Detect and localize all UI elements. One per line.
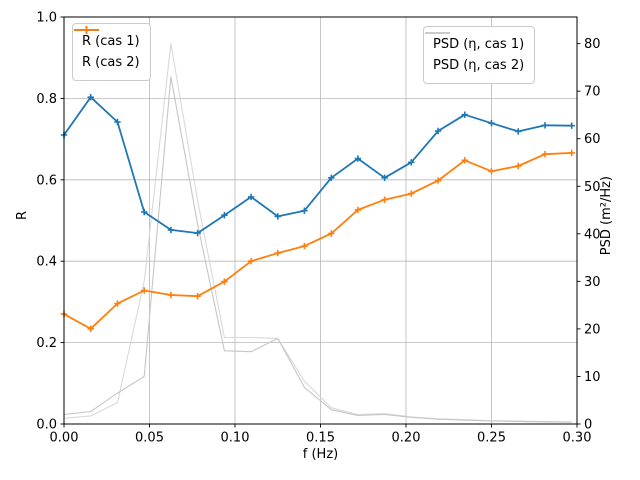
- series-2: [63, 43, 572, 423]
- svg-text:0.25: 0.25: [477, 431, 506, 446]
- svg-text:10: 10: [584, 370, 601, 385]
- legend-r-series: R (cas 1) R (cas 2): [72, 23, 151, 81]
- svg-text:0.2: 0.2: [36, 336, 57, 351]
- legend-label: R (cas 2): [82, 55, 140, 70]
- svg-text:0.00: 0.00: [50, 431, 79, 446]
- svg-text:0.10: 0.10: [221, 431, 250, 446]
- series-1: [60, 149, 575, 332]
- svg-text:0.6: 0.6: [36, 173, 57, 188]
- series-0: [60, 94, 575, 237]
- svg-text:0.15: 0.15: [306, 431, 335, 446]
- svg-text:0.8: 0.8: [36, 92, 57, 107]
- svg-text:0.20: 0.20: [392, 431, 421, 446]
- svg-text:0.0: 0.0: [36, 418, 57, 433]
- svg-text:1.0: 1.0: [36, 11, 57, 26]
- plus-markers: [60, 94, 575, 237]
- svg-text:20: 20: [584, 322, 601, 337]
- legend-line-icon: [425, 32, 450, 34]
- tick-marks: [60, 16, 581, 428]
- legend-label: PSD (η, cas 2): [433, 58, 525, 73]
- y-axis-label-left: R: [15, 211, 30, 221]
- svg-text:60: 60: [584, 132, 601, 147]
- x-axis-label: f (Hz): [302, 447, 339, 462]
- legend-line-marker-icon: [74, 26, 99, 34]
- legend-label: PSD (η, cas 1): [433, 37, 525, 52]
- svg-text:0.05: 0.05: [135, 431, 164, 446]
- svg-text:0: 0: [584, 418, 592, 433]
- svg-text:0.4: 0.4: [36, 255, 57, 270]
- svg-text:70: 70: [584, 85, 601, 100]
- tick-labels: 0.00 0.05 0.10 0.15 0.20 0.25 0.30 0.0 0.2 0.4 0.6…: [36, 11, 600, 446]
- series-3: [63, 76, 572, 423]
- svg-text:80: 80: [584, 37, 601, 52]
- svg-text:0.30: 0.30: [563, 431, 592, 446]
- svg-text:40: 40: [584, 227, 601, 242]
- y-axis-label-right: PSD (m²/Hz): [599, 176, 614, 256]
- legend-item: PSD (η, cas 2): [425, 32, 525, 76]
- legend-item: R (cas 2): [74, 26, 140, 73]
- legend-psd-series: PSD (η, cas 1) PSD (η, cas 2): [423, 26, 536, 84]
- plus-markers: [60, 149, 575, 332]
- svg-text:50: 50: [584, 180, 601, 195]
- legend-label: R (cas 1): [82, 34, 140, 49]
- svg-text:30: 30: [584, 275, 601, 290]
